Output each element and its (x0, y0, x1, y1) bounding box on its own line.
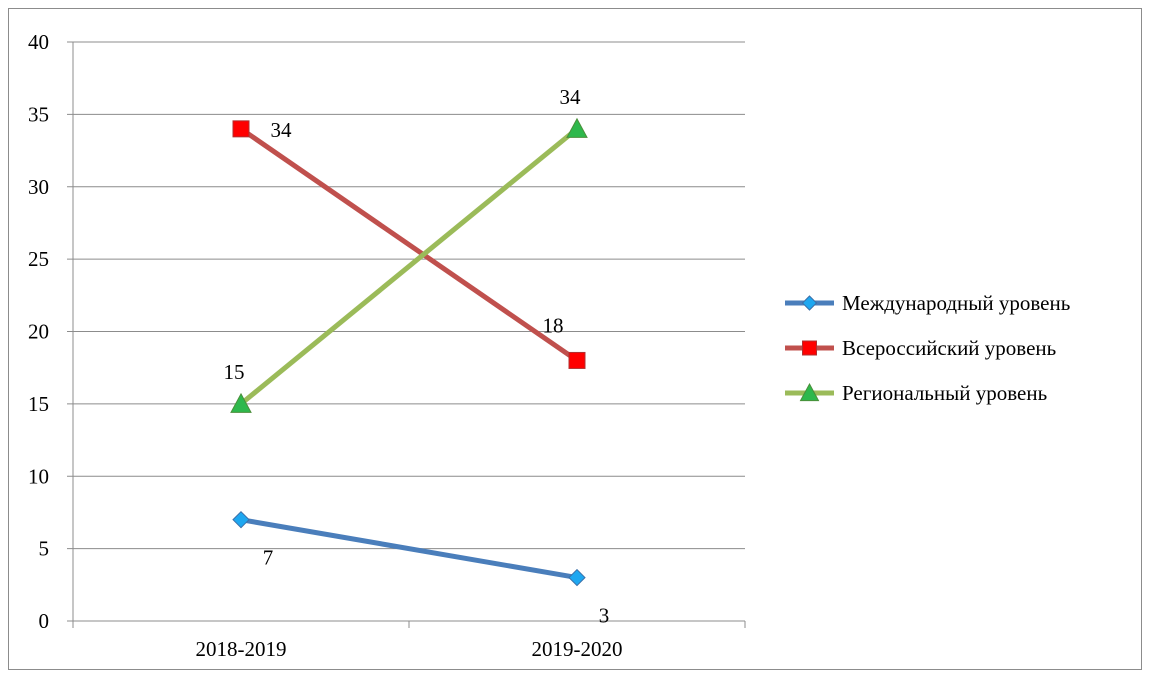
series-1-point-1 (568, 351, 586, 369)
series-0-point-1 (568, 568, 586, 587)
series-2-point-1 (566, 117, 588, 138)
chart-frame (8, 8, 1142, 670)
y-tick-label-30: 30 (28, 175, 49, 199)
y-tick-label-10: 10 (28, 464, 49, 488)
series-1-label-0: 34 (271, 118, 293, 142)
series-line-2 (239, 126, 579, 406)
legend-marker-1 (802, 340, 817, 356)
x-tick-label-0: 2018-2019 (196, 637, 287, 661)
y-tick-label-35: 35 (28, 102, 49, 126)
series-line-0 (240, 517, 578, 581)
x-tick-label-1: 2019-2020 (532, 637, 623, 661)
legend-label-0: Международный уровень (842, 291, 1070, 315)
series-0-point-0 (232, 510, 250, 529)
legend-marker-0 (801, 295, 818, 311)
series-0-label-1: 3 (599, 604, 610, 628)
y-tick-label-25: 25 (28, 247, 49, 271)
y-tick-label-0: 0 (39, 609, 50, 633)
series-2-point-0 (230, 392, 252, 413)
series-1-label-1: 18 (543, 313, 564, 337)
y-tick-label-15: 15 (28, 392, 49, 416)
series-2-label-0: 15 (224, 360, 245, 384)
legend-label-2: Региональный уровень (842, 381, 1047, 405)
legend-label-1: Всероссийский уровень (842, 336, 1056, 360)
series-1-point-0 (232, 120, 250, 138)
series-0-label-0: 7 (263, 546, 274, 570)
legend-marker-2 (799, 382, 820, 402)
series-2-label-1: 34 (560, 85, 582, 109)
y-tick-label-40: 40 (28, 30, 49, 54)
series-line-1 (239, 126, 579, 363)
y-tick-label-20: 20 (28, 320, 49, 344)
y-tick-label-5: 5 (39, 537, 50, 561)
